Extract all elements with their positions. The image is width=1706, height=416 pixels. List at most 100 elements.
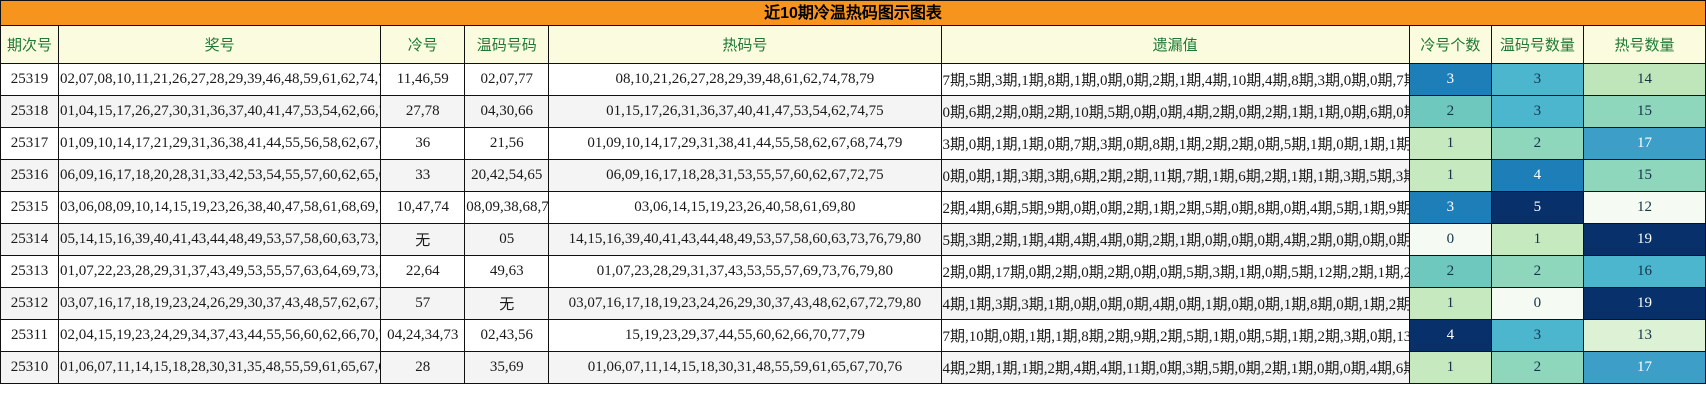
table-body: 25319 02,07,08,10,11,21,26,27,28,29,39,46… (0, 63, 1706, 384)
period-cell: 25310 (0, 351, 60, 384)
warm-count-cell: 4 (1490, 159, 1584, 192)
period-cell: 25319 (0, 63, 60, 96)
column-header-award: 奖号 (58, 25, 382, 64)
miss-values: 4期,1期,3期,3期,1期,0期,0期,0期,4期,0期,1期,0期,0期,1… (940, 287, 1410, 320)
table-header: 期次号 奖号 冷号 温码号码 热码号 遗漏值 冷号个数 温码号数量 热号数量 (0, 25, 1706, 64)
hot-count-cell: 17 (1582, 127, 1706, 160)
column-header-hot-count: 热号数量 (1582, 25, 1706, 64)
award-numbers: 01,04,15,17,26,27,30,31,36,37,40,41,47,5… (58, 95, 382, 128)
page-title: 近10期冷温热码图示图表 (0, 0, 1706, 25)
hot-numbers: 03,07,16,17,18,19,23,24,26,29,30,37,43,4… (548, 287, 942, 320)
period-cell: 25315 (0, 191, 60, 224)
hot-numbers: 01,09,10,14,17,29,31,38,41,44,55,58,62,6… (548, 127, 942, 160)
cold-numbers: 04,24,34,73 (380, 319, 466, 352)
cold-count-cell: 2 (1408, 255, 1492, 288)
warm-numbers: 05 (464, 223, 550, 256)
award-numbers: 02,04,15,19,23,24,29,34,37,43,44,55,56,6… (58, 319, 382, 352)
cold-count-cell: 0 (1408, 223, 1492, 256)
column-header-warm-count: 温码号数量 (1490, 25, 1584, 64)
warm-numbers: 21,56 (464, 127, 550, 160)
hot-count-cell: 19 (1582, 223, 1706, 256)
cold-count-cell: 1 (1408, 287, 1492, 320)
cold-numbers: 10,47,74 (380, 191, 466, 224)
miss-values: 7期,5期,3期,1期,8期,1期,0期,0期,2期,1期,4期,10期,4期,… (940, 63, 1410, 96)
cold-count-cell: 1 (1408, 127, 1492, 160)
cold-numbers: 无 (380, 223, 466, 256)
cold-numbers: 11,46,59 (380, 63, 466, 96)
table-row: 25310 01,06,07,11,14,15,18,28,30,31,35,48… (0, 351, 1706, 384)
warm-numbers: 02,07,77 (464, 63, 550, 96)
warm-count-cell: 1 (1490, 223, 1584, 256)
warm-count-cell: 3 (1490, 63, 1584, 96)
period-cell: 25314 (0, 223, 60, 256)
hot-numbers: 01,06,07,11,14,15,18,30,31,48,55,59,61,6… (548, 351, 942, 384)
miss-values: 0期,0期,1期,3期,3期,6期,2期,2期,11期,7期,1期,6期,2期,… (940, 159, 1410, 192)
cold-count-cell: 4 (1408, 319, 1492, 352)
award-numbers: 03,06,08,09,10,14,15,19,23,26,38,40,47,5… (58, 191, 382, 224)
column-header-warm: 温码号码 (464, 25, 550, 64)
cold-count-cell: 3 (1408, 63, 1492, 96)
column-header-cold: 冷号 (380, 25, 466, 64)
hot-count-cell: 15 (1582, 95, 1706, 128)
warm-numbers: 无 (464, 287, 550, 320)
award-numbers: 05,14,15,16,39,40,41,43,44,48,49,53,57,5… (58, 223, 382, 256)
warm-numbers: 20,42,54,65 (464, 159, 550, 192)
award-numbers: 01,07,22,23,28,29,31,37,43,49,53,55,57,6… (58, 255, 382, 288)
table-row: 25316 06,09,16,17,18,20,28,31,33,42,53,54… (0, 159, 1706, 192)
table-row: 25315 03,06,08,09,10,14,15,19,23,26,38,40… (0, 191, 1706, 224)
column-header-hot: 热码号 (548, 25, 942, 64)
period-cell: 25312 (0, 287, 60, 320)
column-header-cold-count: 冷号个数 (1408, 25, 1492, 64)
table-row: 25319 02,07,08,10,11,21,26,27,28,29,39,46… (0, 63, 1706, 96)
hot-count-cell: 15 (1582, 159, 1706, 192)
warm-count-cell: 0 (1490, 287, 1584, 320)
warm-numbers: 08,09,38,68,75 (464, 191, 550, 224)
hot-count-cell: 19 (1582, 287, 1706, 320)
hot-count-cell: 17 (1582, 351, 1706, 384)
period-cell: 25316 (0, 159, 60, 192)
table-row: 25318 01,04,15,17,26,27,30,31,36,37,40,41… (0, 95, 1706, 128)
warm-numbers: 35,69 (464, 351, 550, 384)
miss-values: 5期,3期,2期,1期,4期,4期,4期,0期,2期,1期,0期,0期,0期,4… (940, 223, 1410, 256)
cold-count-cell: 3 (1408, 191, 1492, 224)
cold-numbers: 27,78 (380, 95, 466, 128)
table-row: 25317 01,09,10,14,17,21,29,31,36,38,41,44… (0, 127, 1706, 160)
hot-count-cell: 13 (1582, 319, 1706, 352)
hot-numbers: 15,19,23,29,37,44,55,60,62,66,70,77,79 (548, 319, 942, 352)
table-row: 25314 05,14,15,16,39,40,41,43,44,48,49,53… (0, 223, 1706, 256)
hot-numbers: 14,15,16,39,40,41,43,44,48,49,53,57,58,6… (548, 223, 942, 256)
hot-numbers: 08,10,21,26,27,28,29,39,48,61,62,74,78,7… (548, 63, 942, 96)
hot-count-cell: 14 (1582, 63, 1706, 96)
hot-numbers: 03,06,14,15,19,23,26,40,58,61,69,80 (548, 191, 942, 224)
miss-values: 2期,0期,17期,0期,2期,0期,2期,0期,0期,5期,3期,1期,0期,… (940, 255, 1410, 288)
hot-numbers: 01,15,17,26,31,36,37,40,41,47,53,54,62,7… (548, 95, 942, 128)
award-numbers: 02,07,08,10,11,21,26,27,28,29,39,46,48,5… (58, 63, 382, 96)
warm-count-cell: 3 (1490, 95, 1584, 128)
cold-numbers: 28 (380, 351, 466, 384)
period-cell: 25313 (0, 255, 60, 288)
warm-count-cell: 2 (1490, 351, 1584, 384)
warm-count-cell: 2 (1490, 255, 1584, 288)
cold-numbers: 36 (380, 127, 466, 160)
miss-values: 0期,6期,2期,0期,2期,10期,5期,0期,0期,4期,2期,0期,2期,… (940, 95, 1410, 128)
hot-count-cell: 12 (1582, 191, 1706, 224)
cold-numbers: 22,64 (380, 255, 466, 288)
warm-count-cell: 5 (1490, 191, 1584, 224)
warm-count-cell: 3 (1490, 319, 1584, 352)
award-numbers: 03,07,16,17,18,19,23,24,26,29,30,37,43,4… (58, 287, 382, 320)
miss-values: 3期,0期,1期,1期,0期,7期,3期,0期,8期,1期,2期,2期,0期,5… (940, 127, 1410, 160)
cold-numbers: 33 (380, 159, 466, 192)
warm-numbers: 49,63 (464, 255, 550, 288)
miss-values: 7期,10期,0期,1期,1期,8期,2期,9期,2期,5期,1期,0期,5期,… (940, 319, 1410, 352)
column-header-miss: 遗漏值 (940, 25, 1410, 64)
cold-count-cell: 1 (1408, 351, 1492, 384)
period-cell: 25318 (0, 95, 60, 128)
lottery-heatmap-page: 近10期冷温热码图示图表 期次号 奖号 冷号 温码号码 热码号 遗漏值 冷号个数… (0, 0, 1706, 384)
award-numbers: 01,06,07,11,14,15,18,28,30,31,35,48,55,5… (58, 351, 382, 384)
table-row: 25311 02,04,15,19,23,24,29,34,37,43,44,55… (0, 319, 1706, 352)
miss-values: 2期,4期,6期,5期,9期,0期,0期,2期,1期,2期,5期,0期,8期,0… (940, 191, 1410, 224)
hot-count-cell: 16 (1582, 255, 1706, 288)
award-numbers: 06,09,16,17,18,20,28,31,33,42,53,54,55,5… (58, 159, 382, 192)
hot-numbers: 06,09,16,17,18,28,31,53,55,57,60,62,67,7… (548, 159, 942, 192)
warm-count-cell: 2 (1490, 127, 1584, 160)
